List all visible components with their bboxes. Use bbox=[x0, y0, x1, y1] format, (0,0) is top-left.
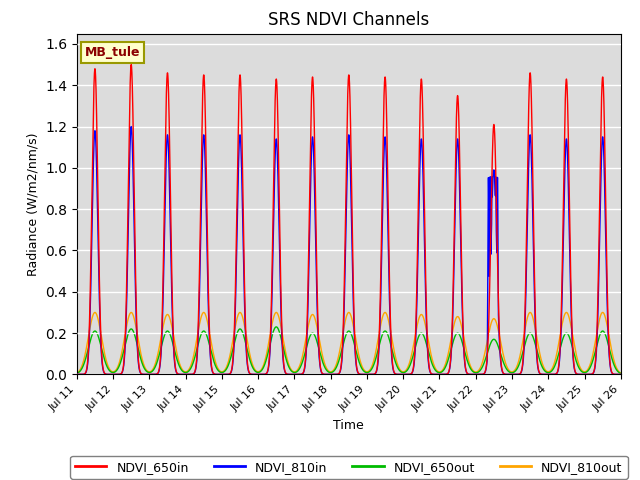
X-axis label: Time: Time bbox=[333, 419, 364, 432]
Text: MB_tule: MB_tule bbox=[85, 46, 140, 59]
Title: SRS NDVI Channels: SRS NDVI Channels bbox=[268, 11, 429, 29]
Y-axis label: Radiance (W/m2/nm/s): Radiance (W/m2/nm/s) bbox=[26, 132, 40, 276]
Legend: NDVI_650in, NDVI_810in, NDVI_650out, NDVI_810out: NDVI_650in, NDVI_810in, NDVI_650out, NDV… bbox=[70, 456, 628, 479]
